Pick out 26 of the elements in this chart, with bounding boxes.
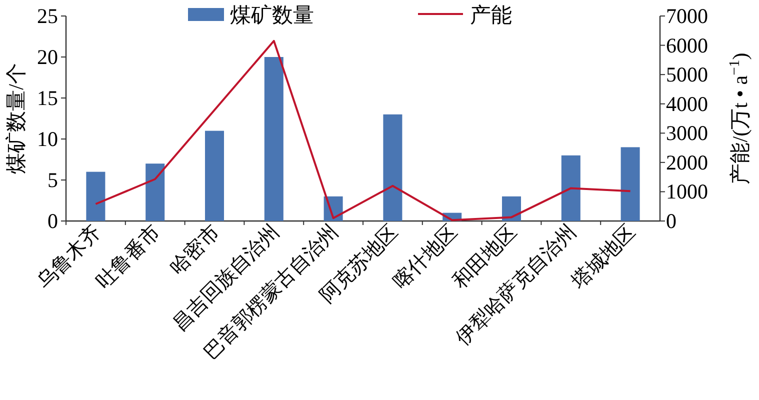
y-tick-label: 25 xyxy=(37,4,58,28)
bar xyxy=(204,130,224,221)
bar xyxy=(146,164,165,221)
y-tick-label: 0 xyxy=(48,209,58,233)
y-tick-label: 15 xyxy=(37,86,58,110)
y-axis-title: 煤矿数量/个 xyxy=(4,63,28,174)
y2-tick-label: 0 xyxy=(666,209,676,233)
y2-tick-label: 6000 xyxy=(666,33,708,58)
bar xyxy=(502,196,522,221)
y-tick-label: 10 xyxy=(37,127,58,151)
y2-tick-label: 4000 xyxy=(666,92,708,116)
legend-label: 产能 xyxy=(470,3,512,27)
y-tick-label: 5 xyxy=(48,168,58,192)
bar xyxy=(561,155,580,221)
y2-tick-label: 3000 xyxy=(666,121,708,146)
y2-tick-label: 1000 xyxy=(666,180,708,204)
bar xyxy=(383,114,402,221)
bar xyxy=(264,57,284,221)
line-series xyxy=(94,40,632,222)
bar xyxy=(620,147,640,221)
y2-tick-label: 7000 xyxy=(666,4,708,28)
legend-label: 煤矿数量 xyxy=(230,3,314,27)
y2-tick-label: 5000 xyxy=(666,62,708,87)
bar xyxy=(86,172,106,221)
y2-tick-label: 2000 xyxy=(666,150,708,174)
y-tick-label: 20 xyxy=(37,45,58,69)
